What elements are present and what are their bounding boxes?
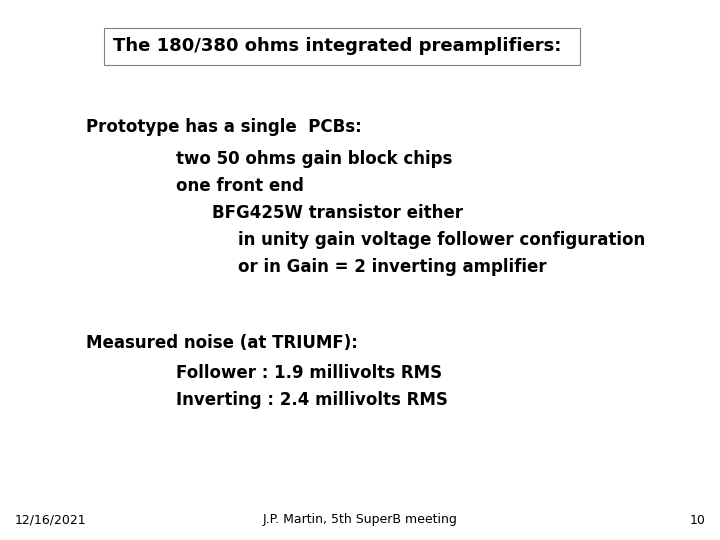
Text: Measured noise (at TRIUMF):: Measured noise (at TRIUMF): [86,334,359,352]
Text: Follower : 1.9 millivolts RMS: Follower : 1.9 millivolts RMS [176,363,443,382]
Text: The 180/380 ohms integrated preamplifiers:: The 180/380 ohms integrated preamplifier… [113,37,562,56]
FancyBboxPatch shape [104,28,580,65]
Text: 10: 10 [690,514,706,526]
Text: or in Gain = 2 inverting amplifier: or in Gain = 2 inverting amplifier [238,258,546,276]
Text: Prototype has a single  PCBs:: Prototype has a single PCBs: [86,118,362,136]
Text: Inverting : 2.4 millivolts RMS: Inverting : 2.4 millivolts RMS [176,390,449,409]
Text: in unity gain voltage follower configuration: in unity gain voltage follower configura… [238,231,645,249]
Text: two 50 ohms gain block chips: two 50 ohms gain block chips [176,150,453,168]
Text: one front end: one front end [176,177,305,195]
Text: J.P. Martin, 5th SuperB meeting: J.P. Martin, 5th SuperB meeting [263,514,457,526]
Text: BFG425W transistor either: BFG425W transistor either [212,204,464,222]
Text: 12/16/2021: 12/16/2021 [14,514,86,526]
